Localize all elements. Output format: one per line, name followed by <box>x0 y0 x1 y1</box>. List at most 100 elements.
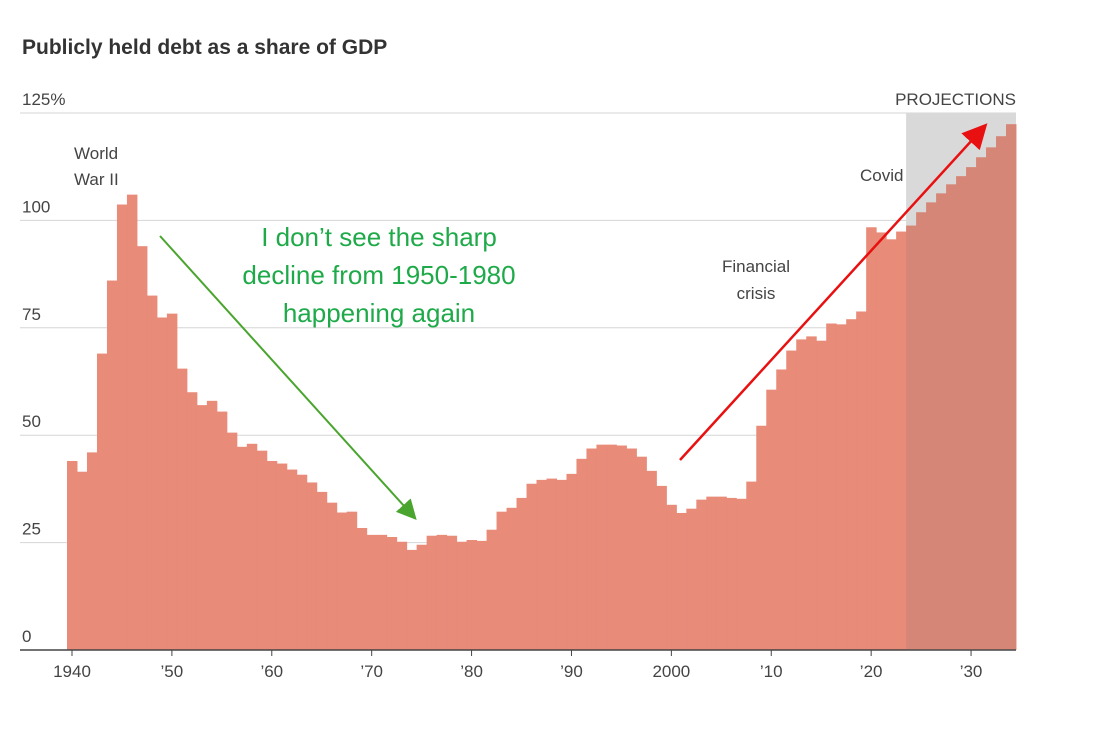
x-tick-label: ’20 <box>860 662 883 681</box>
bar <box>216 411 228 650</box>
bar <box>346 511 358 650</box>
bar <box>296 474 308 650</box>
y-tick-label: 125% <box>22 90 65 109</box>
red-arrow <box>679 123 988 461</box>
bar <box>626 448 637 650</box>
bar <box>996 136 1007 651</box>
x-tick-label: ’60 <box>260 662 283 681</box>
bar <box>656 485 667 650</box>
annotation: crisis <box>737 284 776 303</box>
bar <box>496 511 508 650</box>
bar <box>956 176 967 651</box>
bar <box>286 469 298 650</box>
bar <box>806 336 817 650</box>
annotation: World <box>74 144 118 163</box>
x-tick-label: 1940 <box>53 662 91 681</box>
chart-title: Publicly held debt as a share of GDP <box>22 36 387 59</box>
bar <box>116 204 128 650</box>
bar <box>686 508 697 650</box>
bar <box>266 460 278 650</box>
bar <box>426 535 438 650</box>
x-tick-label: ’10 <box>760 662 783 681</box>
y-tick-label: 50 <box>22 412 41 431</box>
bar <box>896 231 907 651</box>
y-tick-label: 25 <box>22 520 41 539</box>
bar <box>906 225 917 650</box>
bar <box>466 540 478 650</box>
projection-overlay <box>906 113 1016 650</box>
bar <box>726 497 737 650</box>
bar <box>306 482 318 650</box>
bar <box>476 540 488 650</box>
bar <box>67 460 78 650</box>
bar <box>196 405 208 650</box>
bar <box>246 443 258 650</box>
bar <box>396 541 408 650</box>
bar <box>366 534 378 650</box>
bar <box>156 317 168 650</box>
x-tick-label: ’50 <box>161 662 184 681</box>
annotation: War II <box>74 170 119 189</box>
bar <box>676 512 687 650</box>
bar <box>716 496 727 650</box>
bar <box>416 544 428 650</box>
bar <box>186 392 198 650</box>
bar <box>406 549 418 650</box>
x-tick-label: ’30 <box>960 662 983 681</box>
bar <box>986 147 997 651</box>
bar <box>276 463 288 650</box>
bar <box>96 353 108 650</box>
bar <box>126 194 138 650</box>
bar <box>936 193 947 650</box>
annotation: I don’t see the sharp <box>261 222 497 252</box>
bar <box>256 450 268 650</box>
bar <box>336 512 348 650</box>
bar <box>576 458 587 650</box>
bar <box>696 499 707 650</box>
bar <box>536 479 547 650</box>
bar <box>926 202 937 650</box>
bar <box>866 227 877 650</box>
bar <box>736 498 747 650</box>
bar <box>506 507 518 650</box>
bar <box>76 471 88 650</box>
bar <box>436 534 448 650</box>
annotation: decline from 1950-1980 <box>242 260 515 290</box>
bar <box>356 527 368 650</box>
bar <box>446 535 458 650</box>
bar <box>856 311 867 650</box>
annotation: Financial <box>722 257 790 276</box>
bar <box>236 446 248 650</box>
bar <box>516 497 528 650</box>
bar <box>456 541 468 650</box>
bar <box>206 400 218 650</box>
annotation: happening again <box>283 298 475 328</box>
bar <box>546 478 557 650</box>
bar <box>376 534 388 650</box>
projections-label: PROJECTIONS <box>895 90 1016 109</box>
bar <box>646 470 657 650</box>
x-tick-label: ’70 <box>360 662 383 681</box>
bar <box>486 529 498 650</box>
bar <box>796 339 807 650</box>
green-arrow <box>159 235 417 520</box>
bar <box>556 479 567 650</box>
bar <box>636 456 647 650</box>
bar <box>106 280 118 650</box>
x-tick-label: 2000 <box>652 662 690 681</box>
bar <box>756 425 767 650</box>
bar <box>846 319 857 650</box>
bar <box>526 483 538 650</box>
bar <box>86 452 98 650</box>
bar <box>136 246 148 650</box>
bar <box>946 184 957 650</box>
bar <box>766 389 777 650</box>
bar <box>616 445 627 650</box>
annotation: Covid <box>860 166 903 185</box>
bar <box>666 504 677 650</box>
bar <box>226 432 238 650</box>
bar <box>596 444 607 650</box>
bar <box>786 350 797 650</box>
y-tick-label: 100 <box>22 197 50 216</box>
